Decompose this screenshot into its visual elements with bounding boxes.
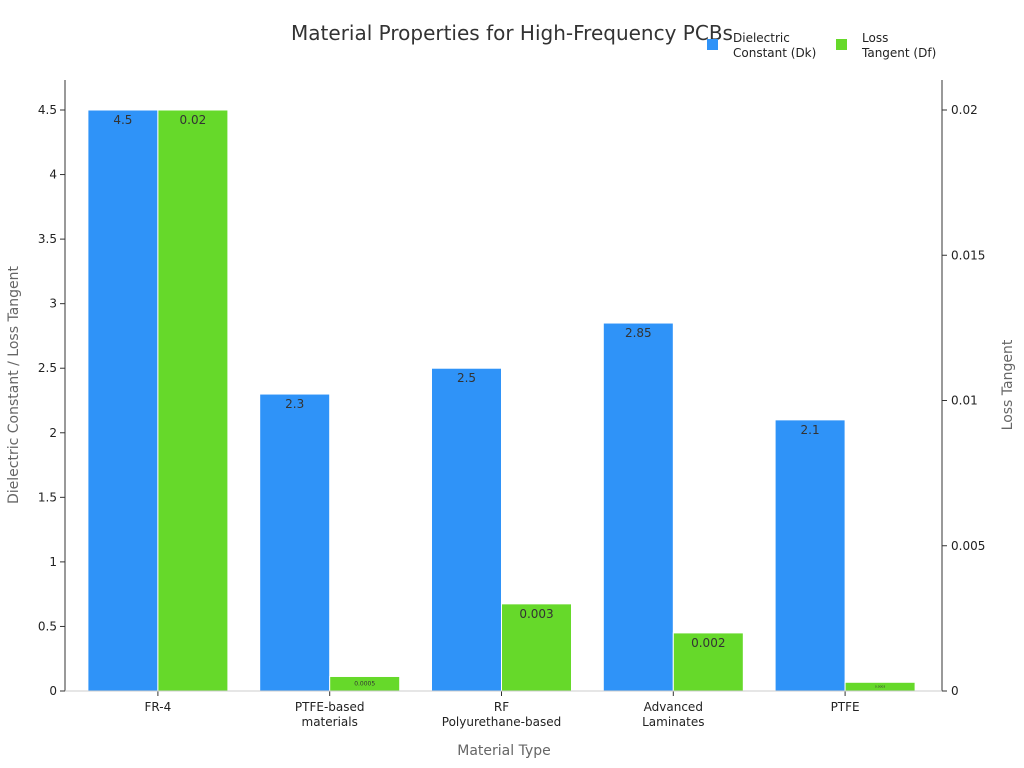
y-tick-label: 4.5: [38, 103, 57, 117]
y-axis-label: Dielectric Constant / Loss Tangent: [6, 265, 22, 504]
x-tick-label: FR-4: [145, 700, 172, 714]
x-tick-label: PTFE-based materials: [295, 700, 365, 729]
y-tick-label: 1: [49, 555, 57, 569]
data-label: 0.02: [180, 113, 207, 127]
y-tick-label: 3.5: [38, 232, 57, 246]
data-label: 0.002: [691, 636, 725, 650]
bar-df: [157, 109, 229, 692]
y2-tick-label: 0.015: [951, 248, 985, 262]
bar-dk: [431, 367, 502, 692]
data-label: 0.0003: [875, 685, 886, 689]
x-axis-label: Material Type: [457, 743, 550, 759]
y-tick-label: 4: [49, 168, 57, 182]
chart-title: Material Properties for High-Frequency P…: [291, 21, 733, 45]
bar-dk: [774, 419, 846, 692]
bar-dk: [87, 109, 159, 692]
y-tick-label: 1.5: [38, 490, 57, 504]
data-label: 0.003: [519, 607, 553, 621]
data-label: 4.5: [113, 113, 132, 127]
legend-label: Loss Tangent (Df): [861, 31, 936, 60]
y2-tick-label: 0: [951, 684, 959, 698]
y-tick-label: 3: [49, 297, 57, 311]
y-tick-label: 2: [49, 426, 57, 440]
data-label: 0.0005: [354, 681, 375, 688]
x-tick-label: RF Polyurethane-based: [442, 700, 561, 729]
bar-df: [501, 603, 572, 692]
bar-df: [672, 632, 744, 692]
y2-axis-label: Loss Tangent: [1000, 339, 1016, 430]
legend-swatch: [707, 39, 718, 50]
data-label: 2.85: [625, 326, 652, 340]
y2-tick-label: 0.01: [951, 394, 978, 408]
x-tick-label: PTFE: [831, 700, 860, 714]
y2-tick-label: 0.005: [951, 539, 985, 553]
y-tick-label: 2.5: [38, 361, 57, 375]
bar-dk: [602, 322, 674, 692]
legend-label: Dielectric Constant (Dk): [733, 31, 816, 60]
data-label: 2.1: [801, 423, 820, 437]
bar-dk: [259, 393, 331, 692]
legend-swatch: [836, 39, 847, 50]
y-tick-label: 0: [49, 684, 57, 698]
x-tick-label: Advanced Laminates: [642, 700, 704, 729]
y-tick-label: 0.5: [38, 619, 57, 633]
data-label: 2.3: [285, 397, 304, 411]
data-label: 2.5: [457, 371, 476, 385]
y2-tick-label: 0.02: [951, 103, 978, 117]
